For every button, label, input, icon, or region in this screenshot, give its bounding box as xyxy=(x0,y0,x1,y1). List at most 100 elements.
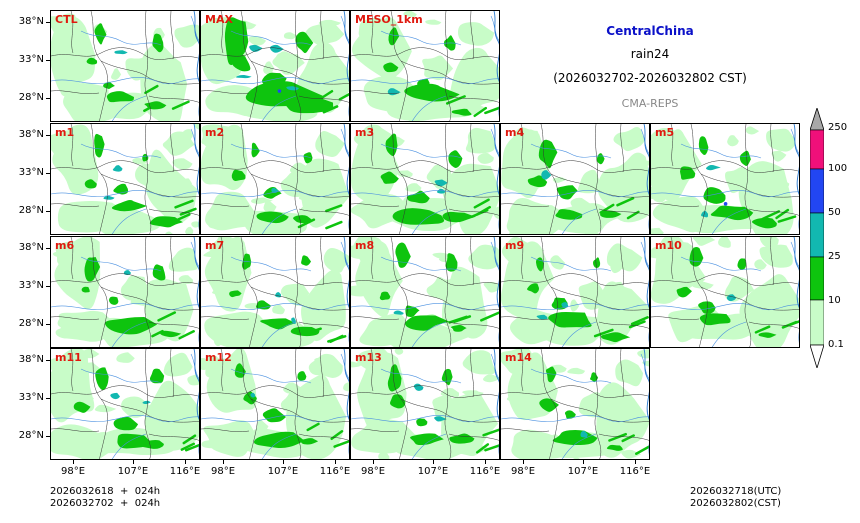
moderate-rain-area xyxy=(676,286,692,298)
river xyxy=(680,143,762,159)
province-border xyxy=(250,173,349,198)
light-rain-area xyxy=(305,20,345,46)
province-border xyxy=(148,321,199,329)
heavy-rain-core xyxy=(413,383,424,391)
moderate-rain-area xyxy=(395,242,411,268)
river xyxy=(230,30,312,46)
moderate-rain-area xyxy=(229,290,242,298)
moderate-rain-area xyxy=(295,31,314,54)
light-rain-patch xyxy=(483,374,499,383)
river xyxy=(261,95,297,121)
heavy-rain-core xyxy=(701,210,708,218)
light-rain-area xyxy=(501,237,545,265)
river xyxy=(411,433,447,459)
province-border xyxy=(501,160,649,173)
longitude-label: 98°E xyxy=(210,466,236,477)
moderate-rain-area xyxy=(224,17,249,66)
moderate-rain-area xyxy=(703,187,726,204)
heavy-rain-core xyxy=(110,392,120,400)
heavy-rain-core xyxy=(561,302,569,308)
rain-streak xyxy=(178,330,195,340)
moderate-rain-area xyxy=(73,401,91,413)
colorbar xyxy=(810,108,824,368)
longitude-tick xyxy=(283,460,284,464)
province-border xyxy=(100,60,199,85)
map-panel: m6 xyxy=(50,236,200,348)
moderate-rain-area xyxy=(407,190,430,204)
light-rain-patch xyxy=(573,457,580,459)
panel-label: m11 xyxy=(55,351,82,364)
province-border xyxy=(620,237,624,286)
coastline xyxy=(343,237,349,343)
light-rain-patch xyxy=(351,361,362,368)
precip-map xyxy=(651,237,799,347)
moderate-rain-area xyxy=(142,153,149,162)
rain-streak xyxy=(761,210,781,221)
latitude-tick xyxy=(46,436,50,437)
precip-map xyxy=(201,11,349,121)
light-rain-patch xyxy=(621,449,642,459)
light-rain-area xyxy=(422,55,454,81)
panel-label: MESO_1km xyxy=(355,13,423,26)
light-rain-area xyxy=(759,244,793,268)
rain-streak xyxy=(599,203,615,214)
longitude-label: 116°E xyxy=(319,466,351,477)
province-border xyxy=(501,316,550,320)
moderate-rain-area xyxy=(555,209,583,220)
river xyxy=(340,15,349,42)
moderate-rain-area xyxy=(388,27,400,46)
precip-map xyxy=(501,124,649,234)
light-rain-patch xyxy=(651,186,664,200)
province-border xyxy=(770,124,774,173)
moderate-rain-area xyxy=(390,394,406,409)
moderate-rain-area xyxy=(448,150,463,168)
river xyxy=(111,95,147,121)
panel-label: m4 xyxy=(505,126,525,139)
province-border xyxy=(51,160,199,173)
province-border xyxy=(201,316,250,320)
light-rain-patch xyxy=(403,11,417,18)
longitude-label: 116°E xyxy=(469,466,501,477)
coastline xyxy=(493,11,499,117)
map-panel: m13 xyxy=(350,348,500,460)
river xyxy=(201,77,349,85)
province-border xyxy=(550,173,649,198)
light-rain-patch xyxy=(134,336,145,343)
river xyxy=(380,30,462,46)
panel-label: m1 xyxy=(55,126,75,139)
map-panel: m8 xyxy=(350,236,500,348)
light-rain-area xyxy=(355,241,403,318)
light-rain-area xyxy=(739,274,799,347)
map-panel: m10 xyxy=(650,236,800,348)
map-panel: m3 xyxy=(350,123,500,235)
light-rain-area xyxy=(174,24,199,48)
light-rain-patch xyxy=(51,358,66,372)
river xyxy=(380,256,462,272)
light-rain-patch xyxy=(552,177,568,183)
precip-map xyxy=(51,237,199,347)
longitude-tick xyxy=(73,460,74,464)
light-rain-patch xyxy=(274,53,291,66)
moderate-rain-area xyxy=(297,371,307,381)
light-rain-patch xyxy=(691,281,714,290)
rain-streak xyxy=(329,334,344,344)
river xyxy=(530,368,612,384)
coastline xyxy=(793,124,799,230)
moderate-rain-area xyxy=(301,255,311,266)
light-rain-patch xyxy=(263,199,277,213)
province-border xyxy=(501,385,649,398)
moderate-rain-area xyxy=(417,78,430,89)
light-rain-patch xyxy=(191,221,199,228)
coastline xyxy=(193,349,199,455)
light-rain-patch xyxy=(201,440,223,449)
river xyxy=(651,303,799,311)
rain-streak xyxy=(789,320,799,326)
province-border xyxy=(148,208,199,216)
province-border xyxy=(220,124,224,167)
light-rain-patch xyxy=(178,275,193,285)
province-border xyxy=(220,11,224,54)
colorbar-bin-50-100 xyxy=(810,168,824,214)
latitude-label: 28°N xyxy=(18,318,44,329)
light-rain-patch xyxy=(471,177,484,184)
river xyxy=(561,321,597,347)
